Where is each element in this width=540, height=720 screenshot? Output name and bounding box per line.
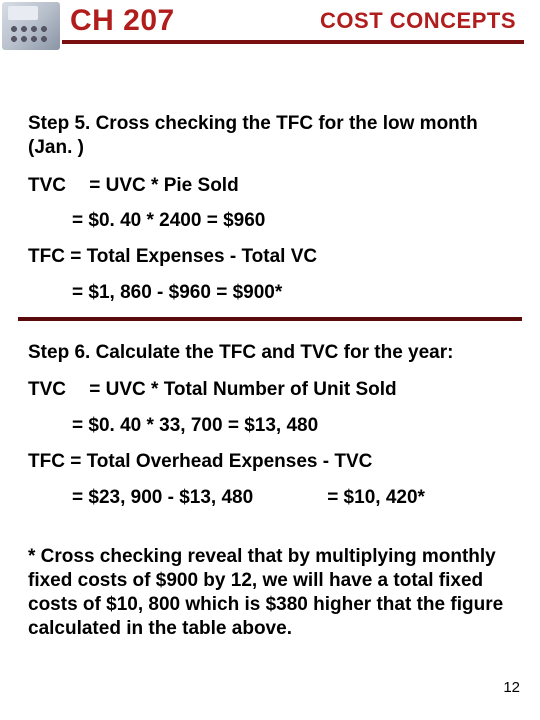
step-6-tfc-calc: = $23, 900 - $13, 480 = $10, 420*: [28, 486, 512, 510]
step-5-block: Step 5. Cross checking the TFC for the l…: [28, 112, 512, 305]
step-5-tvc-formula: TVC = UVC * Pie Sold: [28, 174, 512, 198]
slide-body: Step 5. Cross checking the TFC for the l…: [0, 50, 540, 640]
tfc-calc-right: = $10, 420*: [327, 486, 512, 510]
course-code: CH 207: [70, 4, 175, 38]
topic-title: COST CONCEPTS: [320, 8, 516, 34]
step-5-heading: Step 5. Cross checking the TFC for the l…: [28, 112, 512, 160]
calculator-icon: [2, 2, 60, 50]
step-6-tvc-formula: TVC = UVC * Total Number of Unit Sold: [28, 378, 512, 402]
step-5-tfc-calc: = $1, 860 - $960 = $900*: [28, 281, 512, 305]
step-5-tfc-formula: TFC = Total Expenses - Total VC: [28, 245, 512, 269]
step-5-tvc-calc: = $0. 40 * 2400 = $960: [28, 209, 512, 233]
step-6-block: Step 6. Calculate the TFC and TVC for th…: [28, 341, 512, 510]
slide-header: CH 207 COST CONCEPTS: [0, 0, 540, 50]
header-underline: [62, 40, 524, 44]
tfc-calc-left: = $23, 900 - $13, 480: [72, 486, 327, 510]
step-6-tfc-formula: TFC = Total Overhead Expenses - TVC: [28, 450, 512, 474]
footnote: * Cross checking reveal that by multiply…: [28, 545, 512, 640]
step-6-tvc-calc: = $0. 40 * 33, 700 = $13, 480: [28, 414, 512, 438]
tvc-label: TVC: [28, 174, 84, 198]
section-divider: [18, 317, 522, 321]
tvc-label: TVC: [28, 378, 84, 402]
tvc-formula-text: = UVC * Total Number of Unit Sold: [89, 379, 396, 400]
step-6-heading: Step 6. Calculate the TFC and TVC for th…: [28, 341, 512, 365]
tvc-formula-text: = UVC * Pie Sold: [89, 175, 238, 196]
page-number: 12: [503, 679, 520, 696]
